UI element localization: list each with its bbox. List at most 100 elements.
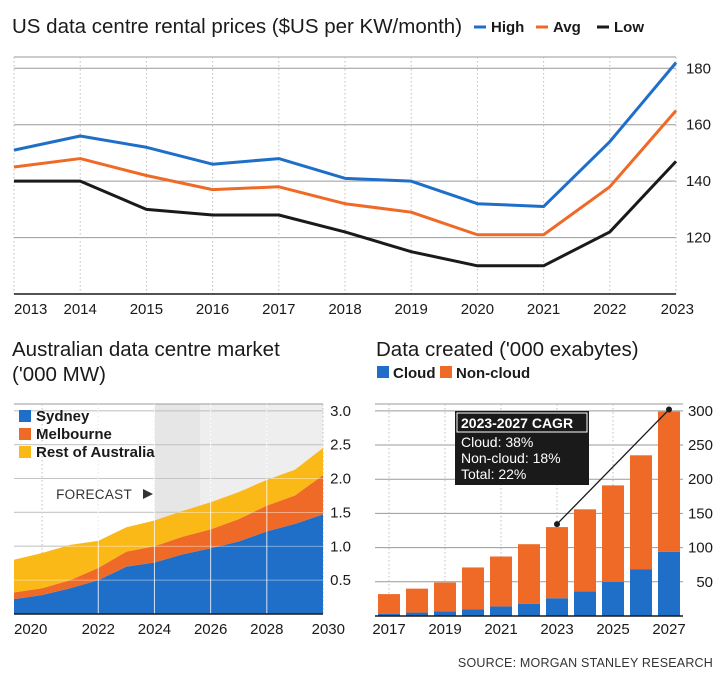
data-bar-non-cloud-2019 [434, 582, 456, 612]
data-bar-non-cloud-2024 [574, 509, 596, 592]
data-bar-non-cloud-2026 [630, 455, 652, 570]
us-x-tick-2017: 2017 [262, 301, 295, 318]
data-y-tick-50: 50 [696, 574, 713, 591]
us-x-tick-2019: 2019 [395, 301, 428, 318]
aus-x-tick-2024: 2024 [138, 621, 171, 638]
aus-area-sydney [14, 514, 323, 614]
data-bar-cloud-2019 [434, 611, 456, 616]
data-bar-cloud-2024 [574, 591, 596, 616]
aus-legend-label-rest-of-australia: Rest of Australia [36, 444, 155, 461]
aus-x-tick-2020: 2020 [14, 621, 47, 638]
data-cagr-connector [556, 409, 670, 525]
data-bar-cloud-2026 [630, 569, 652, 616]
data-cagr-box [455, 411, 589, 485]
data-x-tick-2027: 2027 [652, 621, 685, 638]
data-x-tick-2025: 2025 [596, 621, 629, 638]
aus-y-tick-2: 2.0 [330, 471, 351, 488]
data-bar-cloud-2023 [546, 598, 568, 616]
aus-y-tick-3: 3.0 [330, 403, 351, 420]
data-bar-cloud-2022 [518, 603, 540, 616]
us-x-tick-2018: 2018 [328, 301, 361, 318]
us-y-tick-180: 180 [686, 60, 711, 77]
aus-legend-label-sydney: Sydney [36, 408, 90, 425]
data-cagr-title: 2023-2027 CAGR [461, 415, 573, 431]
aus-chart-body: 0.5 1.0 1.5 2.0 2.5 3.0 2020 2022 2024 2026 2028 20… [14, 403, 351, 638]
aus-legend-swatch-melbourne [19, 428, 31, 440]
aus-y-tick-0.5: 0.5 [330, 572, 351, 589]
us-x-tick-2022: 2022 [593, 301, 626, 318]
aus-forecast-label: FORECAST [56, 487, 132, 502]
data-y-tick-150: 150 [688, 505, 713, 522]
data-cagr-line-3: Total: 22% [461, 466, 526, 482]
us-x-tick-2013: 2013 [14, 301, 47, 318]
data-legend-swatch-non-cloud [440, 366, 452, 378]
data-y-tick-100: 100 [688, 540, 713, 557]
aus-legend-swatch-rest-of-australia [19, 446, 31, 458]
aus-legend-swatch-sydney [19, 410, 31, 422]
aus-x-tick-2028: 2028 [250, 621, 283, 638]
data-cagr-line-2: Non-cloud: 18% [461, 450, 561, 466]
data-bar-cloud-2021 [490, 606, 512, 616]
data-bar-non-cloud-2018 [406, 588, 428, 613]
aus-y-tick-2.5: 2.5 [330, 437, 351, 454]
us-y-tick-140: 140 [686, 173, 711, 190]
aus-x-tick-2030: 2030 [312, 621, 345, 638]
us-x-tick-2014: 2014 [64, 301, 97, 318]
data-y-tick-250: 250 [688, 437, 713, 454]
data-y-tick-200: 200 [688, 471, 713, 488]
data-cagr-dot-start [554, 521, 560, 528]
aus-area-rest-of-australia [14, 448, 323, 593]
us-series-high-line [13, 61, 678, 209]
data-bar-cloud-2020 [462, 609, 484, 616]
us-chart-x-axis: 2013 2014 2015 2016 2017 2018 2019 2020 2021 2022… [14, 301, 694, 318]
us-legend-label-high: High [491, 19, 524, 36]
aus-y-tick-1: 1.0 [330, 538, 351, 555]
aus-chart-title-line2: ('000 MW) [12, 363, 106, 386]
us-series-avg-line [13, 109, 678, 237]
aus-x-tick-2022: 2022 [82, 621, 115, 638]
us-x-tick-2016: 2016 [196, 301, 229, 318]
data-legend-label-non-cloud: Non-cloud [456, 365, 530, 382]
us-chart-gridlines [13, 56, 677, 295]
data-bar-non-cloud-2022 [518, 544, 540, 604]
data-bar-cloud-2025 [602, 581, 624, 616]
aus-forecast-arrow-icon [143, 489, 153, 499]
us-x-tick-2021: 2021 [527, 301, 560, 318]
aus-y-tick-1.5: 1.5 [330, 504, 351, 521]
data-legend-swatch-cloud [377, 366, 389, 378]
data-chart-title: Data created ('000 exabytes) [376, 338, 639, 361]
us-chart-legend: High Avg Low [474, 19, 644, 36]
aus-chart-title-line1: Australian data centre market [12, 338, 280, 361]
us-y-tick-120: 120 [686, 230, 711, 247]
data-bar-non-cloud-2020 [462, 567, 484, 610]
us-chart-y-axis: 120 140 160 180 [686, 60, 711, 246]
us-x-tick-2015: 2015 [130, 301, 163, 318]
data-cagr-line-1: Cloud: 38% [461, 434, 533, 450]
data-chart-body: 50 100 150 200 250 300 2017 2019 2021 2023 2025 202… [372, 365, 713, 638]
data-bar-cloud-2027 [658, 551, 680, 616]
data-x-tick-2021: 2021 [484, 621, 517, 638]
aus-legend-label-melbourne: Melbourne [36, 426, 112, 443]
australian-market-chart: Australian data centre market ('000 MW) … [12, 338, 351, 638]
data-x-tick-2019: 2019 [428, 621, 461, 638]
us-chart-title: US data centre rental prices ($US per KW… [12, 15, 462, 38]
us-x-tick-2023: 2023 [661, 301, 694, 318]
us-y-tick-160: 160 [686, 117, 711, 134]
data-bar-non-cloud-2021 [490, 556, 512, 607]
data-y-tick-300: 300 [688, 403, 713, 420]
data-cagr-title-frame [456, 412, 588, 433]
data-cagr-dot-end [666, 406, 672, 413]
data-legend-label-cloud: Cloud [393, 365, 436, 382]
data-bar-cloud-2017 [378, 613, 400, 616]
data-bar-non-cloud-2017 [378, 594, 400, 614]
us-x-tick-2020: 2020 [461, 301, 494, 318]
us-rental-prices-chart: US data centre rental prices ($US per KW… [12, 15, 711, 318]
us-chart-series [13, 61, 678, 268]
data-created-chart: Data created ('000 exabytes) 50 100 150 200… [372, 338, 713, 638]
data-x-tick-2023: 2023 [540, 621, 573, 638]
data-bar-non-cloud-2027 [658, 411, 680, 552]
data-bar-non-cloud-2025 [602, 485, 624, 582]
us-legend-label-low: Low [614, 19, 644, 36]
source-note: SOURCE: MORGAN STANLEY RESEARCH [458, 656, 713, 670]
